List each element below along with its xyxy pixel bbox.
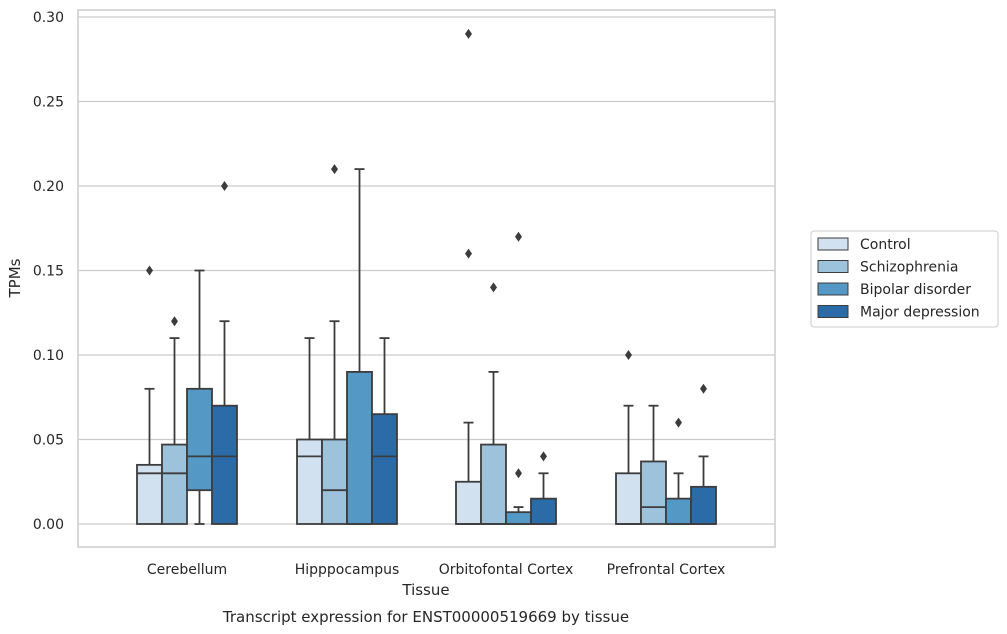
box-body [480, 443, 507, 525]
legend-swatch [817, 305, 849, 318]
box-body [505, 511, 532, 525]
box-body [690, 485, 717, 525]
legend-label: Control [860, 237, 911, 253]
y-tick-label: 0.30 [33, 10, 64, 26]
legend: Control Schizophrenia Bipolar disorder Majo… [810, 230, 999, 328]
outlier-point [171, 316, 178, 327]
box-body [346, 370, 373, 525]
y-tick-label: 0.10 [33, 348, 64, 364]
box-schizophrenia [640, 404, 667, 525]
box-body [371, 413, 398, 525]
box-schizophrenia [480, 370, 507, 525]
y-axis-label: TPMs [6, 258, 24, 298]
outlier-point [700, 383, 707, 394]
outlier-point [490, 282, 497, 293]
outlier-point [515, 231, 522, 242]
box-body [615, 472, 642, 525]
box-body [296, 438, 323, 525]
chart-caption: Transcript expression for ENST0000051966… [222, 608, 629, 626]
box-bipolar-disorder [186, 269, 213, 525]
box-schizophrenia [161, 337, 188, 525]
box-control [615, 404, 642, 525]
box-body [665, 497, 692, 525]
box-control [296, 337, 323, 525]
legend-swatch [817, 260, 849, 273]
box-schizophrenia [321, 320, 348, 525]
box-major-depression [690, 455, 717, 525]
box-major-depression [371, 337, 398, 525]
x-axis-ticks: Cerebellum Hipppocampus Orbitofontal Corte… [147, 562, 725, 578]
x-axis-label: Tissue [401, 581, 449, 599]
outlier-point [675, 417, 682, 428]
x-tick-label: Cerebellum [147, 562, 227, 578]
box-body [321, 438, 348, 525]
box-major-depression [530, 472, 557, 525]
outlier-point [540, 451, 547, 462]
box-body [530, 497, 557, 525]
boxes [136, 168, 717, 525]
outlier-point [465, 28, 472, 39]
box-body [640, 460, 667, 525]
y-tick-label: 0.20 [33, 179, 64, 195]
plot-frame [77, 9, 776, 548]
outlier-point [625, 350, 632, 360]
box-body [211, 404, 238, 525]
outlier-point [331, 164, 338, 175]
y-tick-label: 0.25 [33, 95, 64, 111]
legend-swatch [817, 282, 849, 296]
box-control [136, 387, 163, 525]
outlier-point [146, 265, 153, 276]
box-body [455, 480, 482, 525]
legend-swatch [817, 237, 849, 251]
legend-label: Major depression [860, 305, 980, 321]
box-major-depression [211, 320, 238, 525]
box-body [161, 443, 188, 525]
box-bipolar-disorder [505, 506, 532, 525]
box-bipolar-disorder [665, 472, 692, 525]
outlier-point [515, 468, 522, 479]
legend-label: Bipolar disorder [860, 282, 971, 298]
y-tick-label: 0.05 [33, 433, 64, 449]
y-tick-label: 0.00 [33, 517, 64, 533]
legend-label: Schizophrenia [860, 260, 958, 276]
box-control [455, 421, 482, 525]
y-axis-ticks: 0.00 0.05 0.10 0.15 0.20 0.25 0.30 [33, 10, 64, 533]
box-bipolar-disorder [346, 168, 373, 525]
x-tick-label: Orbitofontal Cortex [439, 562, 574, 578]
y-tick-label: 0.15 [33, 264, 64, 280]
box-body [186, 387, 213, 492]
x-tick-label: Prefrontal Cortex [607, 562, 726, 578]
outlier-point [465, 248, 472, 259]
outliers [146, 28, 707, 479]
legend-frame [810, 230, 999, 328]
x-tick-label: Hipppocampus [295, 562, 400, 578]
outlier-point [221, 181, 228, 191]
